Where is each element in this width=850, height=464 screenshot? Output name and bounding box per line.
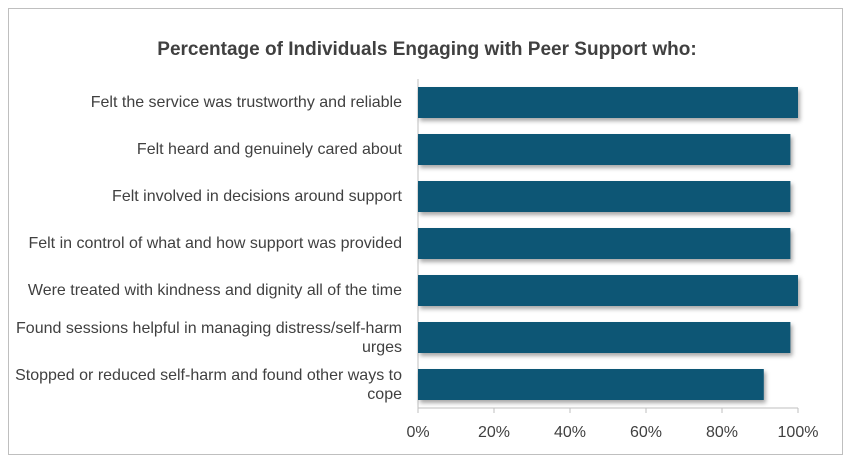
y-tick-label: Were treated with kindness and dignity a… bbox=[27, 282, 402, 299]
bar bbox=[418, 87, 798, 118]
bar bbox=[418, 369, 764, 400]
x-tick-label: 0% bbox=[406, 424, 429, 441]
bar bbox=[418, 322, 791, 353]
x-tick-label: 80% bbox=[706, 424, 738, 441]
chart-title: Percentage of Individuals Engaging with … bbox=[157, 39, 696, 60]
x-tick-label: 20% bbox=[478, 424, 510, 441]
y-tick-label: Found sessions helpful in managing distr… bbox=[16, 319, 402, 356]
bar bbox=[418, 228, 791, 259]
bar bbox=[418, 181, 791, 212]
bar bbox=[418, 134, 791, 165]
y-tick-label: Felt in control of what and how support … bbox=[28, 235, 402, 252]
y-tick-label: Felt heard and genuinely cared about bbox=[136, 141, 402, 158]
bar bbox=[418, 275, 798, 306]
x-tick-label: 100% bbox=[778, 424, 819, 441]
y-tick-label: Stopped or reduced self-harm and found o… bbox=[15, 366, 402, 403]
y-tick-label: Felt the service was trustworthy and rel… bbox=[90, 94, 402, 111]
x-tick-label: 60% bbox=[630, 424, 662, 441]
x-tick-label: 40% bbox=[554, 424, 586, 441]
y-tick-label: Felt involved in decisions around suppor… bbox=[112, 188, 402, 205]
